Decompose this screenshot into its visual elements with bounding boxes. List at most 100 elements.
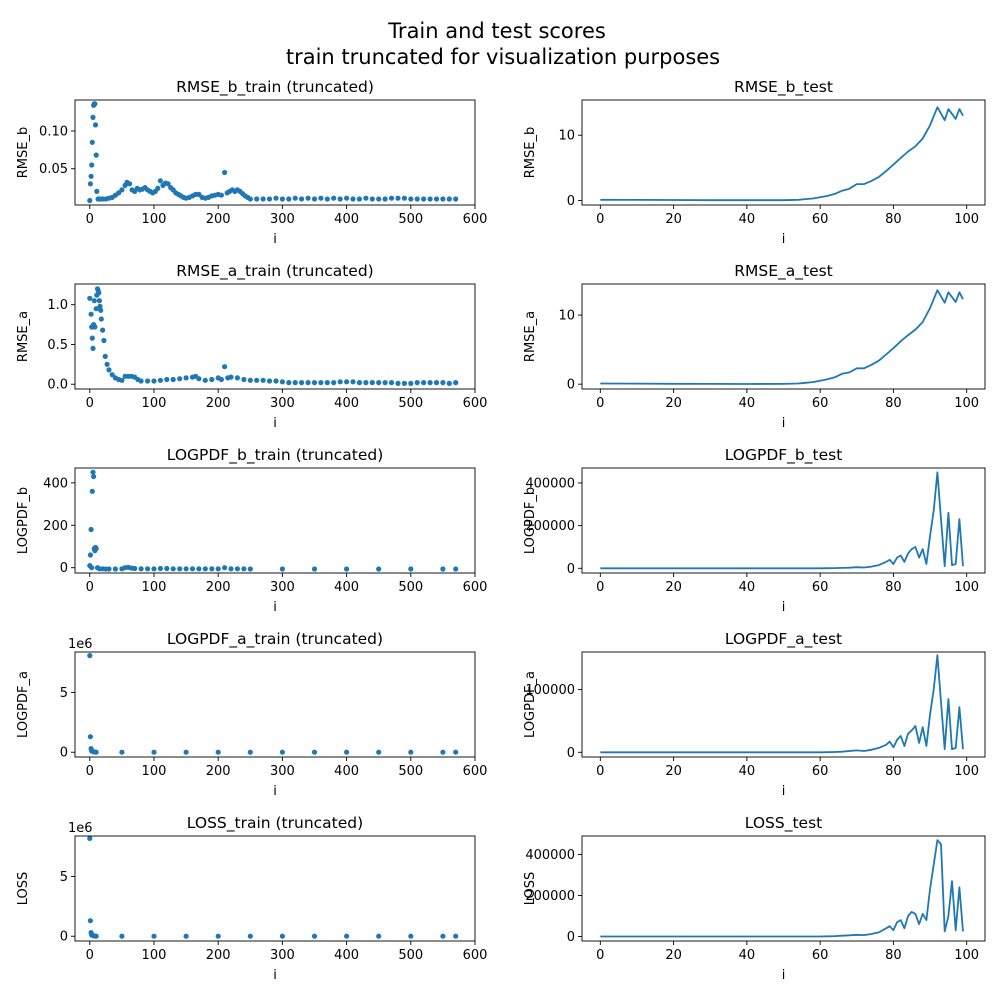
data-point [305, 380, 311, 386]
data-point [97, 303, 103, 309]
x-tick-label: 300 [270, 580, 295, 595]
data-point [101, 337, 107, 344]
data-point [279, 196, 285, 202]
x-tick-label: 100 [954, 396, 979, 411]
x-tick-label: 40 [739, 948, 756, 963]
data-point [408, 566, 414, 572]
data-point [311, 566, 318, 572]
data-point [331, 380, 337, 386]
x-tick-label: 100 [954, 212, 979, 227]
data-point [292, 380, 298, 386]
data-point [87, 552, 93, 558]
x-tick-label: 0 [596, 580, 604, 595]
x-tick-label: 40 [739, 212, 756, 227]
x-tick-label: 80 [885, 396, 902, 411]
x-tick-label: 0 [596, 396, 604, 411]
y-tick-label: 5 [60, 870, 68, 885]
data-point [88, 311, 94, 317]
x-tick-label: 100 [142, 580, 167, 595]
data-point [311, 749, 318, 755]
data-point [87, 835, 93, 842]
data-point [90, 114, 96, 120]
x-tick-label: 20 [665, 580, 682, 595]
y-tick-label: 0 [567, 562, 575, 577]
x-tick-label: 600 [463, 212, 488, 227]
data-point [350, 379, 356, 385]
data-point [164, 565, 170, 572]
x-tick-label: 200 [206, 764, 231, 779]
data-point [93, 152, 99, 158]
data-point [421, 380, 427, 386]
data-point [260, 196, 266, 202]
y-axis-label: LOGPDF_a [16, 671, 31, 738]
x-axis-label: i [273, 600, 277, 615]
x-tick-label: 0 [596, 764, 604, 779]
axes-frame [581, 467, 986, 574]
y-tick-label: 0 [60, 746, 68, 761]
data-point [218, 192, 224, 198]
data-point [254, 377, 260, 383]
subplot-title: LOSS_train (truncated) [187, 814, 363, 833]
x-axis-label: i [782, 232, 786, 247]
data-point [247, 749, 253, 755]
x-axis-label: i [273, 968, 277, 983]
x-tick-label: 100 [142, 948, 167, 963]
x-tick-label: 0 [86, 396, 94, 411]
data-point [324, 380, 330, 386]
data-point [151, 378, 157, 384]
data-point [279, 749, 285, 755]
data-point [376, 749, 382, 755]
subplot-title: LOGPDF_a_test [725, 630, 842, 649]
x-tick-label: 500 [398, 580, 423, 595]
x-tick-label: 600 [463, 948, 488, 963]
scatter-points [87, 835, 459, 939]
data-point [376, 566, 382, 572]
axes-frame [74, 283, 476, 390]
data-point [433, 196, 440, 202]
axes-frame [74, 651, 476, 758]
data-point [92, 122, 99, 128]
data-point [87, 197, 93, 204]
data-point [106, 566, 112, 572]
data-point [138, 566, 144, 572]
data-point [234, 566, 240, 572]
data-point [151, 933, 157, 939]
series-line [600, 654, 964, 754]
subplot-7: 0 100 200 300 400 500 600 0 5 1e6 LOGPDF_a_train (… [16, 630, 487, 799]
data-point [337, 379, 343, 385]
subplot-title: RMSE_b_train (truncated) [176, 78, 374, 97]
data-point [363, 380, 369, 386]
data-point [170, 376, 176, 383]
data-point [363, 195, 369, 201]
x-tick-label: 0 [596, 948, 604, 963]
y-tick-label: 0 [567, 930, 575, 945]
data-point [151, 566, 157, 572]
data-point [222, 169, 228, 176]
data-point [299, 196, 305, 202]
x-tick-label: 20 [665, 764, 682, 779]
x-tick-label: 100 [954, 948, 979, 963]
data-point [89, 335, 95, 341]
y-tick-label: 0 [567, 378, 575, 393]
y-tick-label: 400000 [525, 848, 575, 863]
y-axis-label: RMSE_b [523, 127, 538, 178]
data-point [453, 566, 459, 572]
data-point [183, 375, 189, 381]
data-point [228, 374, 234, 380]
data-point [401, 195, 407, 201]
data-point [177, 376, 183, 382]
subplot-title: LOGPDF_b_test [725, 446, 843, 465]
x-tick-label: 0 [86, 948, 94, 963]
scatter-points [87, 286, 459, 386]
y-tick-label: 400000 [525, 476, 575, 491]
y-tick-label: 0 [567, 746, 575, 761]
data-point [382, 196, 388, 202]
data-point [94, 188, 100, 194]
x-tick-label: 500 [398, 764, 423, 779]
data-point [388, 195, 395, 201]
data-point [93, 749, 99, 755]
y-tick-label: 200 [43, 519, 68, 534]
